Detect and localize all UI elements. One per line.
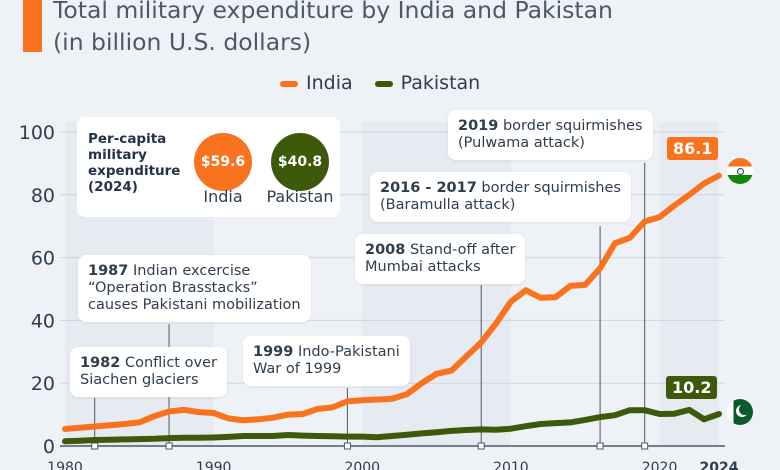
x-tick-label: 2024 [700, 460, 739, 470]
india-per-capita-label: India [203, 187, 243, 206]
annotation-marker [477, 442, 485, 450]
y-tick-label: 80 [31, 185, 55, 207]
y-tick-label: 20 [31, 373, 55, 395]
per-capita-box: Per-capita military expenditure (2024) $59.… [77, 117, 340, 217]
per-capita-title: Per-capita military expenditure (2024) [88, 131, 181, 195]
annotation-marker [343, 442, 351, 450]
series-line-pakistan [62, 406, 722, 445]
pakistan-flag-icon [727, 399, 753, 425]
x-tick-label: 2020 [642, 460, 678, 470]
annotation-1982: 1982 Conflict over Siachen glaciers [70, 347, 227, 397]
y-tick-label: 40 [31, 310, 55, 332]
pakistan-per-capita-circle: $40.8 [271, 133, 329, 191]
legend-item-india: India [280, 72, 353, 94]
annotation-marker [91, 442, 99, 450]
legend: India Pakistan [280, 72, 480, 94]
annotation-2019: 2019 border squirmishes (Pulwama attack) [448, 110, 653, 160]
annotation-2016-2017: 2016 - 2017 border squirmishes (Baramulla… [370, 172, 631, 222]
x-tick-label: 2000 [344, 460, 380, 470]
annotation-marker [641, 442, 649, 450]
legend-label: India [306, 72, 353, 94]
annotation-1987: 1987 Indian excercise “Operation Brasstac… [78, 255, 311, 322]
title-line-1: Total military expenditure by India and … [53, 0, 613, 24]
legend-swatch-india [280, 80, 298, 87]
x-tick-label: 2010 [493, 460, 529, 470]
series-line-india [62, 172, 722, 432]
legend-label: Pakistan [400, 72, 481, 94]
pakistan-end-label: 10.2 [666, 376, 718, 399]
annotation-1999: 1999 Indo-Pakistani War of 1999 [243, 336, 410, 386]
india-per-capita-circle: $59.6 [194, 133, 252, 191]
legend-item-pakistan: Pakistan [374, 72, 481, 94]
pakistan-per-capita-label: Pakistan [266, 187, 334, 206]
x-tick-label: 1990 [196, 460, 232, 470]
india-end-label: 86.1 [667, 137, 719, 160]
y-tick-label: 100 [19, 122, 55, 144]
annotation-marker [596, 442, 604, 450]
legend-swatch-pakistan [374, 80, 393, 87]
chart-title: Total military expenditure by India and … [53, 0, 613, 58]
x-tick-label: 1980 [47, 460, 83, 470]
title-line-2: (in billion U.S. dollars) [53, 28, 312, 56]
y-tick-label: 60 [31, 248, 55, 270]
y-tick-label: 0 [43, 436, 55, 458]
india-flag-icon [727, 158, 753, 184]
annotation-2008: 2008 Stand-off after Mumbai attacks [355, 234, 526, 284]
annotation-marker [165, 442, 173, 450]
title-accent-bar [23, 0, 42, 52]
